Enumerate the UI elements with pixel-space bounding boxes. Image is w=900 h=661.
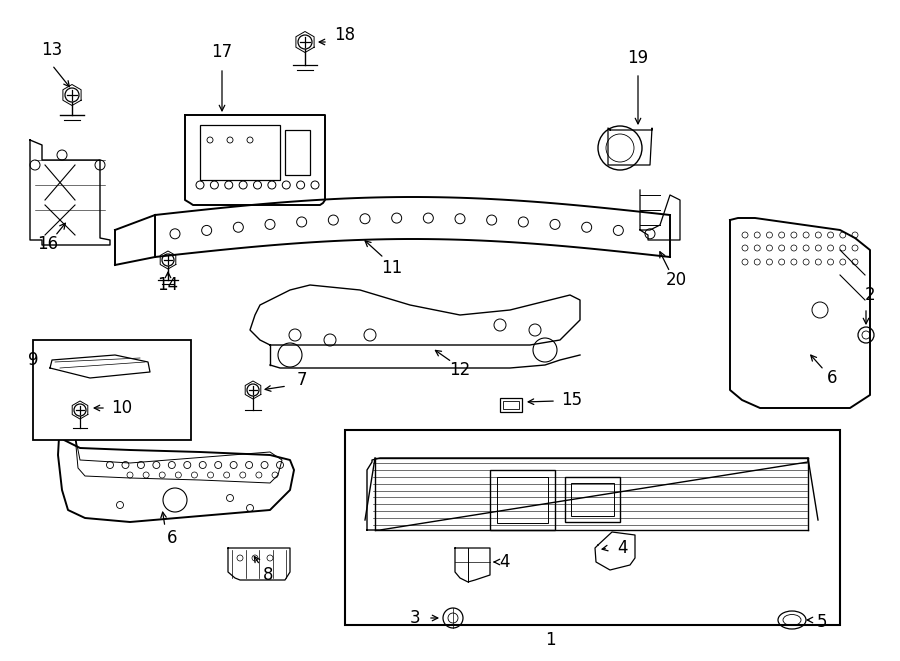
- Text: 2: 2: [865, 286, 876, 304]
- Text: 4: 4: [616, 539, 627, 557]
- Text: 6: 6: [827, 369, 837, 387]
- Bar: [490, 470, 555, 530]
- Text: 10: 10: [112, 399, 132, 417]
- Text: 16: 16: [38, 235, 58, 253]
- Text: 7: 7: [297, 371, 307, 389]
- Text: 20: 20: [665, 271, 687, 289]
- Text: 3: 3: [410, 609, 420, 627]
- Text: 5: 5: [817, 613, 827, 631]
- Text: 12: 12: [449, 361, 471, 379]
- Text: 1: 1: [544, 631, 555, 649]
- Bar: [200, 125, 280, 180]
- Text: 8: 8: [263, 566, 274, 584]
- Text: 15: 15: [562, 391, 582, 409]
- Text: 18: 18: [335, 26, 356, 44]
- Text: 14: 14: [158, 276, 178, 294]
- Bar: [565, 477, 620, 522]
- Text: 11: 11: [382, 259, 402, 277]
- Text: 17: 17: [212, 43, 232, 61]
- Bar: [571, 483, 614, 516]
- Bar: [33, 340, 191, 440]
- Bar: [345, 430, 840, 625]
- Text: 4: 4: [500, 553, 510, 571]
- Text: 13: 13: [41, 41, 63, 59]
- Text: 9: 9: [28, 351, 38, 369]
- Bar: [497, 477, 548, 523]
- Bar: [503, 401, 519, 409]
- Bar: [285, 130, 310, 175]
- Bar: [500, 398, 522, 412]
- Text: 6: 6: [166, 529, 177, 547]
- Text: 19: 19: [627, 49, 649, 67]
